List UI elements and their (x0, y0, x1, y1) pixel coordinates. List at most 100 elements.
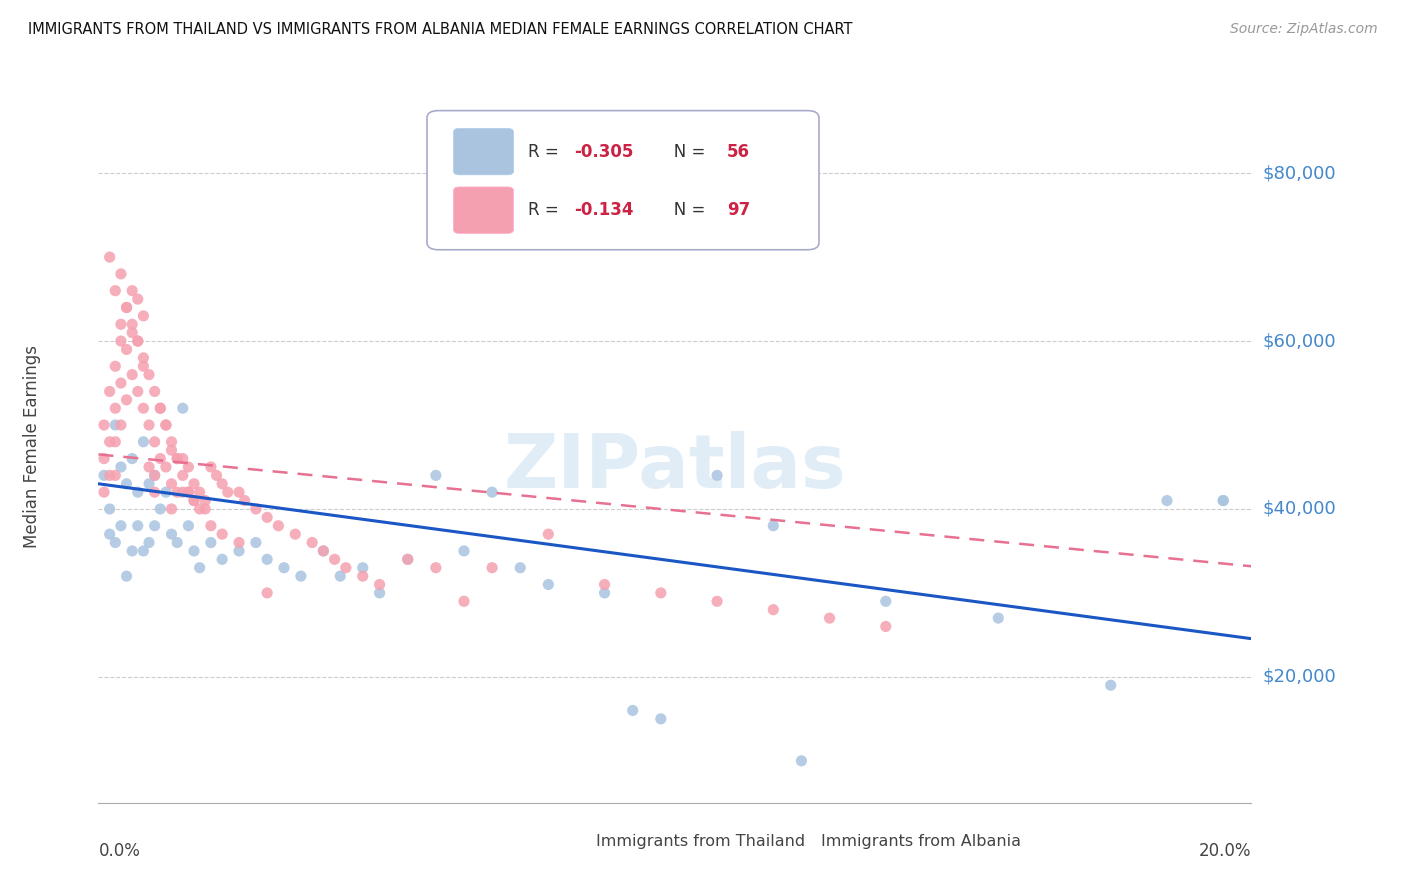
Point (160, 434, 183, 449)
Point (245, 502, 267, 516)
Point (143, 468, 166, 483)
Point (166, 535, 188, 549)
Point (183, 493, 205, 508)
Point (396, 552, 419, 566)
Point (127, 292, 149, 306)
Point (177, 460, 200, 475)
Text: Immigrants from Thailand: Immigrants from Thailand (596, 834, 806, 849)
Point (312, 544, 335, 558)
Point (104, 468, 127, 483)
FancyBboxPatch shape (427, 111, 818, 250)
Point (352, 560, 374, 574)
Point (650, 712, 672, 726)
Point (93, 468, 115, 483)
Point (121, 544, 143, 558)
Point (110, 267, 132, 281)
Point (245, 535, 267, 549)
Point (509, 560, 531, 574)
Point (115, 301, 138, 315)
Point (93, 417, 115, 432)
Text: 97: 97 (727, 202, 749, 219)
Point (138, 460, 160, 475)
Point (301, 535, 323, 549)
Text: 20.0%: 20.0% (1199, 842, 1251, 860)
Point (121, 318, 143, 332)
Point (110, 518, 132, 533)
Point (160, 502, 183, 516)
Point (537, 577, 560, 591)
Point (121, 326, 143, 340)
Point (127, 384, 149, 399)
Point (132, 351, 155, 365)
Point (143, 518, 166, 533)
Point (98, 468, 121, 483)
Point (110, 334, 132, 348)
Point (132, 544, 155, 558)
Point (762, 518, 785, 533)
Point (132, 401, 155, 416)
Point (706, 594, 728, 608)
Point (149, 502, 172, 516)
Point (875, 594, 897, 608)
Point (368, 586, 391, 600)
Point (160, 527, 183, 541)
Point (323, 552, 346, 566)
Point (228, 535, 250, 549)
Point (138, 368, 160, 382)
Text: 0.0%: 0.0% (98, 842, 141, 860)
Text: Median Female Earnings: Median Female Earnings (22, 344, 41, 548)
Point (104, 535, 127, 549)
Text: -0.134: -0.134 (575, 202, 634, 219)
Point (481, 485, 503, 500)
Point (312, 544, 335, 558)
Point (593, 586, 616, 600)
Point (425, 560, 447, 574)
Text: -0.305: -0.305 (575, 143, 634, 161)
Point (160, 443, 183, 458)
Point (127, 485, 149, 500)
Point (98, 502, 121, 516)
Point (98, 434, 121, 449)
Point (115, 569, 138, 583)
Point (155, 417, 177, 432)
Point (284, 527, 307, 541)
Text: $80,000: $80,000 (1263, 164, 1336, 182)
Point (155, 485, 177, 500)
Point (194, 493, 217, 508)
Point (200, 460, 222, 475)
Text: $40,000: $40,000 (1263, 500, 1336, 518)
Point (368, 577, 391, 591)
Point (115, 343, 138, 357)
Point (987, 611, 1010, 625)
Text: N =: N = (658, 143, 710, 161)
Point (138, 417, 160, 432)
Point (110, 460, 132, 475)
Point (132, 309, 155, 323)
Point (143, 468, 166, 483)
Text: Immigrants from Albania: Immigrants from Albania (821, 834, 1021, 849)
Point (172, 451, 194, 466)
Point (160, 476, 183, 491)
Point (228, 485, 250, 500)
Point (115, 392, 138, 407)
Point (537, 527, 560, 541)
Point (166, 451, 188, 466)
Point (143, 485, 166, 500)
Text: N =: N = (658, 202, 710, 219)
Point (188, 502, 211, 516)
Point (138, 535, 160, 549)
Point (790, 754, 813, 768)
FancyBboxPatch shape (755, 822, 815, 860)
Point (132, 434, 155, 449)
Point (121, 284, 143, 298)
Point (110, 417, 132, 432)
Point (172, 468, 194, 483)
Point (453, 594, 475, 608)
Point (172, 401, 194, 416)
Point (200, 518, 222, 533)
Point (256, 586, 278, 600)
Point (166, 451, 188, 466)
Point (98, 250, 121, 264)
Point (110, 376, 132, 390)
Text: IMMIGRANTS FROM THAILAND VS IMMIGRANTS FROM ALBANIA MEDIAN FEMALE EARNINGS CORRE: IMMIGRANTS FROM THAILAND VS IMMIGRANTS F… (28, 22, 852, 37)
